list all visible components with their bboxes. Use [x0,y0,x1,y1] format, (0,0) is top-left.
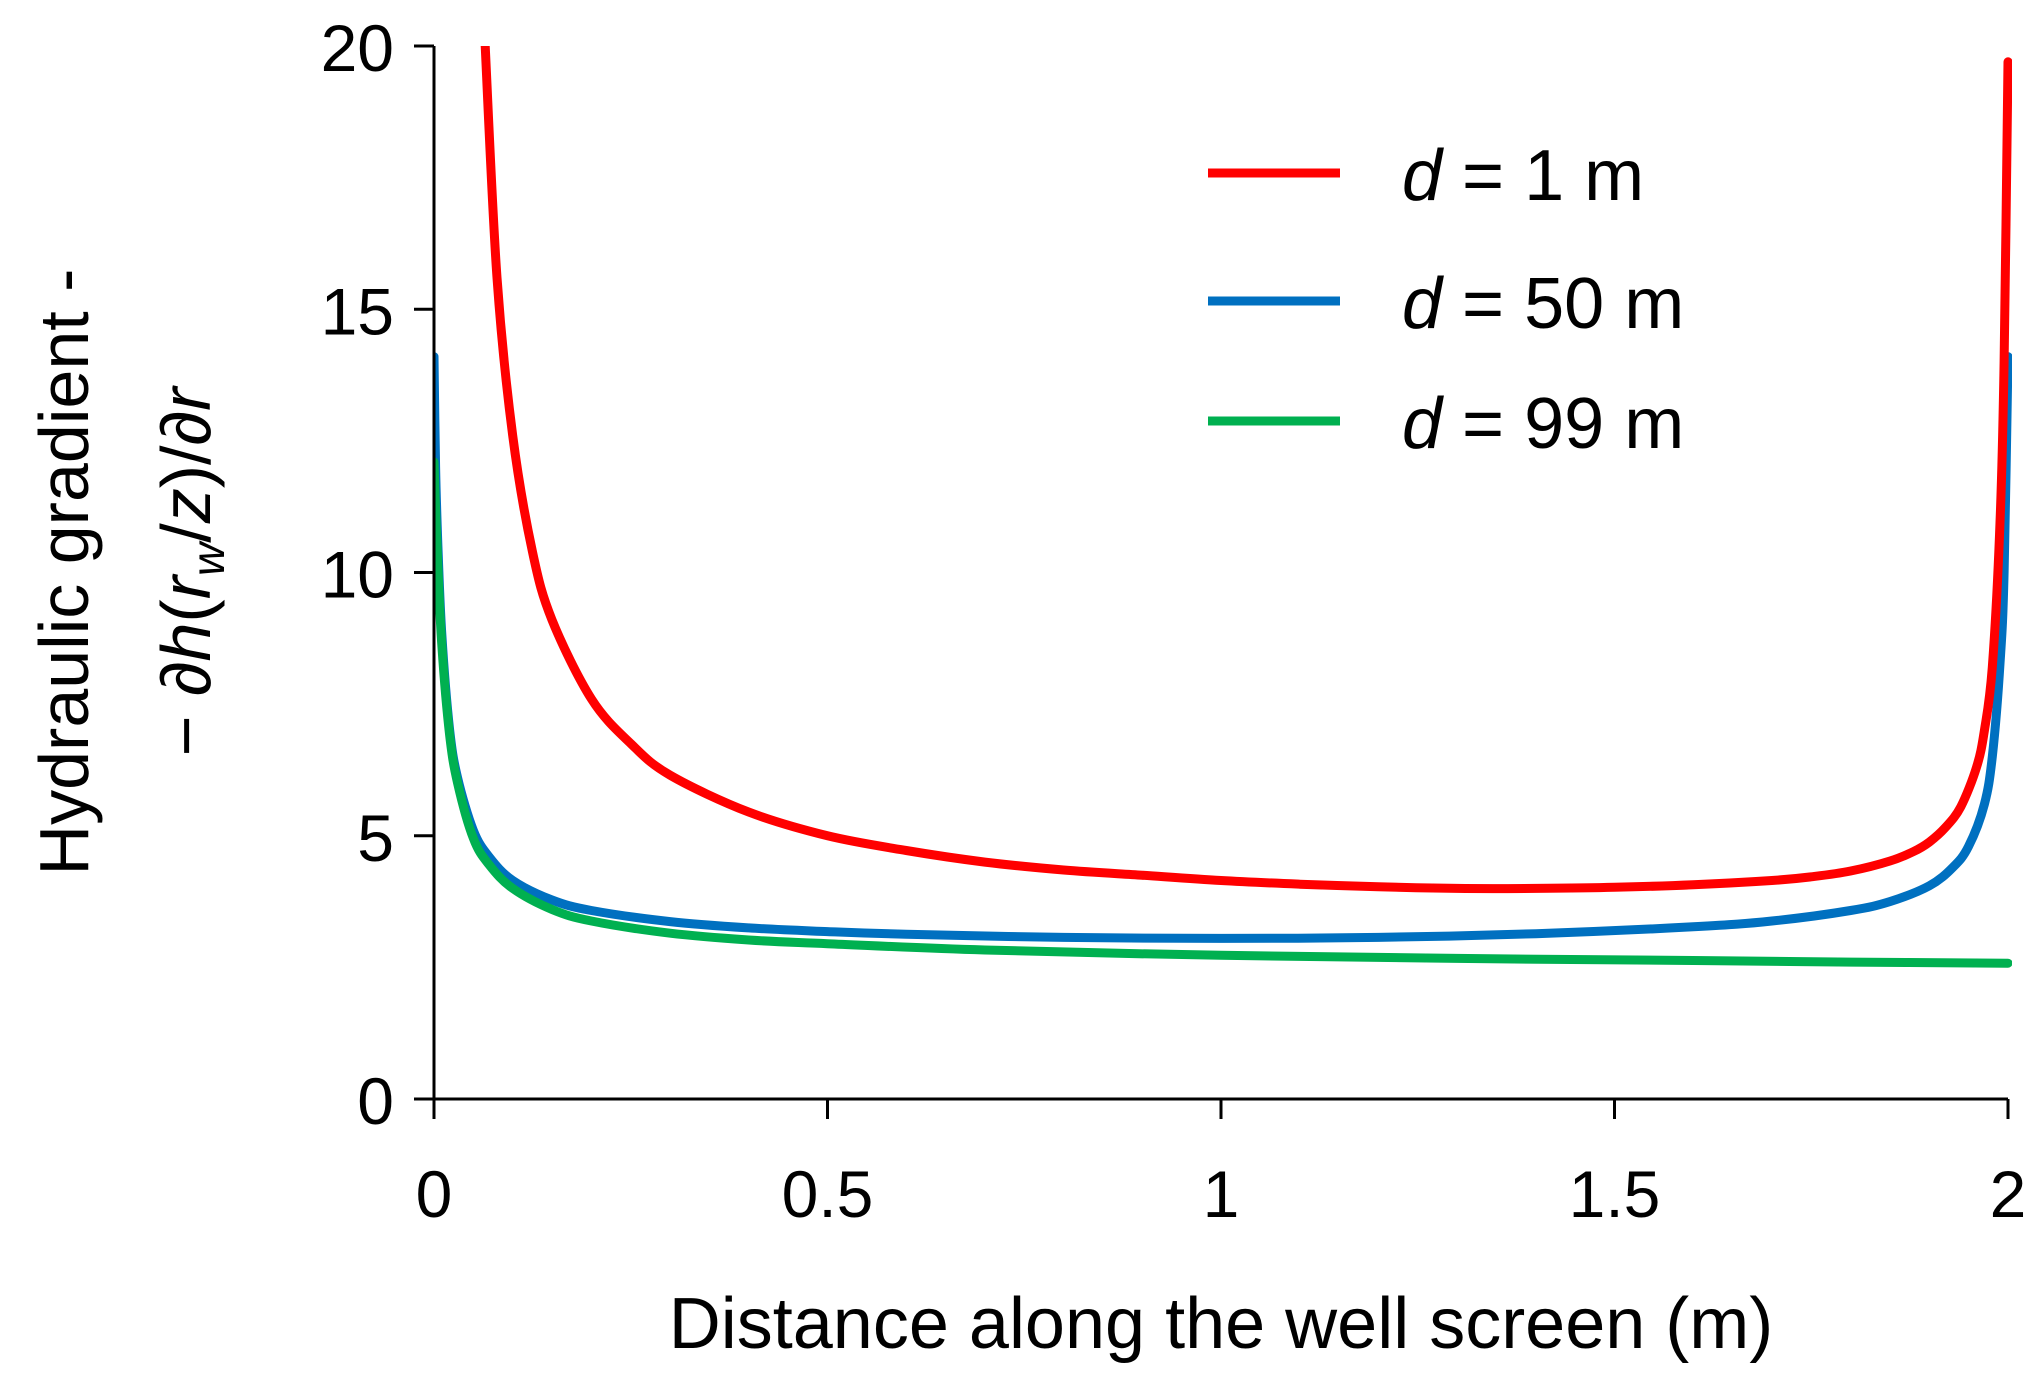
x-axis-title: Distance along the well screen (m) [669,1284,1773,1364]
tick-layer: 0 5 10 15 20 0 0.5 1 1.5 2 [321,11,2027,1231]
x-tick-label: 1 [1203,1157,1240,1231]
legend-entry: d = 99 m [1208,384,1684,464]
x-tick-label: 0.5 [782,1157,874,1231]
series-line-d99 [434,457,2012,968]
x-tick-label: 0 [416,1157,453,1231]
y-tick-label: 10 [321,538,394,612]
series-line-d50 [434,352,2012,943]
y-tick-label: 20 [321,11,394,85]
legend: d = 1 m d = 50 m d = 99 m [1208,136,1684,464]
y-tick-label: 15 [321,274,394,348]
legend-entry: d = 1 m [1208,136,1644,216]
x-tick-label: 1.5 [1569,1157,1661,1231]
y-axis-title-line1: Hydraulic gradient - [25,269,103,876]
series-line-d1 [480,46,2012,894]
legend-label-d50: d = 50 m [1402,264,1684,344]
legend-label-d99: d = 99 m [1402,384,1684,464]
y-axis-title-line2: − ∂h(rw/z)/∂r [147,385,234,757]
series-layer [434,46,2012,968]
y-tick-label: 5 [357,801,394,875]
y-tick-label: 0 [357,1064,394,1138]
y-axis-title: Hydraulic gradient - − ∂h(rw/z)/∂r [25,269,234,876]
x-tick-label: 2 [1990,1157,2027,1231]
legend-entry: d = 50 m [1208,264,1684,344]
legend-label-d1: d = 1 m [1402,136,1644,216]
